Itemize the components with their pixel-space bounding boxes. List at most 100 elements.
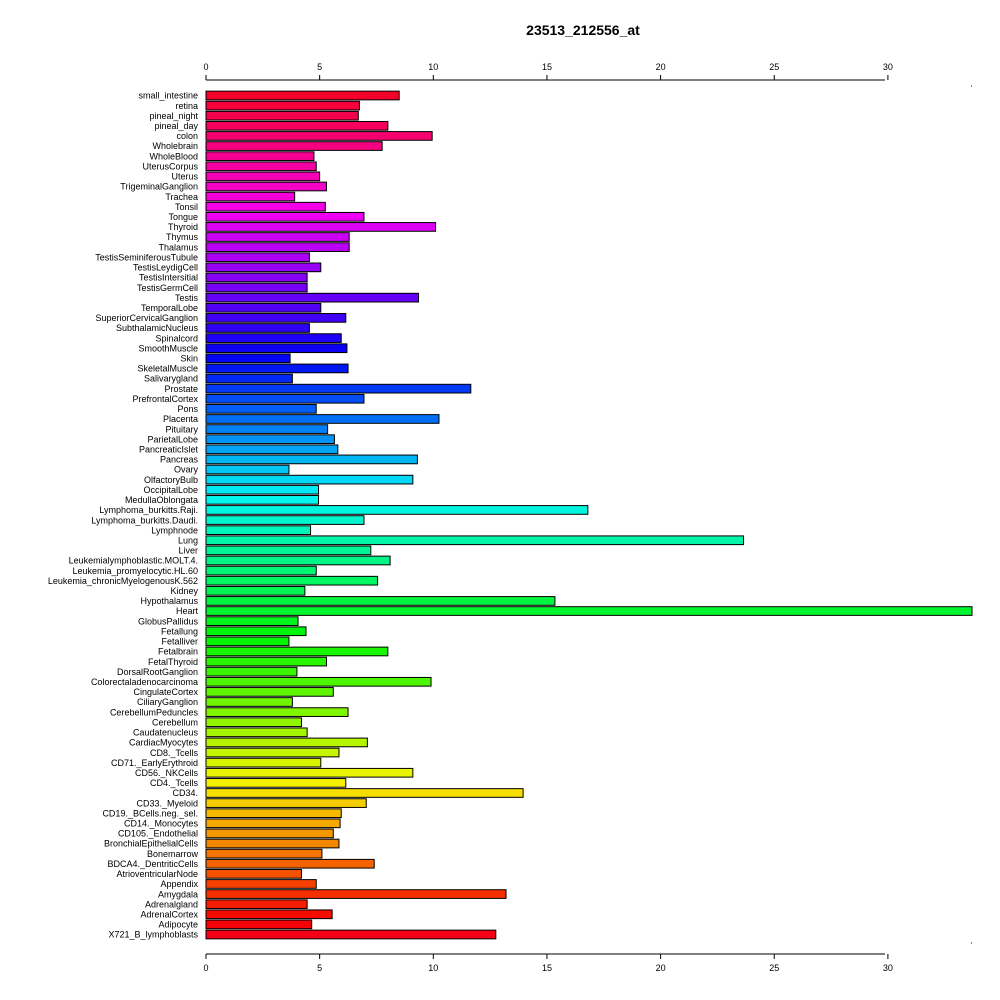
bar [205, 211, 365, 222]
category-label: Tongue [168, 212, 198, 222]
category-label: Bonemarrow [147, 849, 199, 859]
category-label: X721_B_lymphoblasts [108, 930, 198, 940]
category-label: Adipocyte [158, 920, 198, 930]
category-label: pineal_day [154, 121, 198, 131]
category-label: CD56._NKCells [135, 768, 199, 778]
bar [205, 444, 339, 455]
bar [205, 313, 347, 323]
bottom-axis: 0 5 10 15 20 25 30 [203, 942, 972, 973]
category-label: Fetallung [161, 626, 198, 636]
bar [205, 494, 320, 505]
bar [205, 676, 432, 687]
category-label: Caudatenucleus [133, 728, 199, 738]
bar [205, 848, 323, 859]
tick-label: 25 [769, 62, 779, 72]
bar [205, 929, 497, 940]
category-label: Pituitary [165, 424, 198, 434]
category-label: Tonsil [175, 202, 198, 212]
bar [205, 262, 322, 273]
bar [205, 757, 322, 768]
bar [205, 343, 348, 354]
tick-label: 30 [883, 963, 893, 973]
category-label: Testis [175, 293, 199, 303]
category-label: SkeletalMuscle [137, 364, 198, 374]
bar [205, 585, 306, 596]
category-label: BronchialEpithelialCells [104, 839, 199, 849]
bar [205, 515, 365, 525]
bar [205, 323, 310, 333]
bar [205, 687, 334, 697]
bar [205, 596, 556, 606]
bar [205, 302, 322, 313]
category-label: SmoothMuscle [138, 343, 198, 353]
tick-label: 25 [769, 963, 779, 973]
bar [205, 778, 347, 788]
bar [205, 484, 320, 495]
category-label: Ovary [174, 465, 199, 475]
bar [205, 232, 350, 242]
category-label: Leukemialymphoblastic.MOLT.4. [69, 556, 198, 566]
bar [205, 737, 368, 748]
category-label: FetalThyroid [148, 657, 198, 667]
category-label: Lymphnode [151, 525, 198, 535]
category-label: CiliaryGanglion [137, 697, 198, 707]
category-label: DorsalRootGanglion [117, 667, 198, 677]
category-label: Leukemia_chronicMyelogenousK.562 [48, 576, 198, 586]
bar [205, 110, 359, 121]
bar [205, 191, 296, 202]
tick-label: 0 [203, 62, 208, 72]
category-label: CD34. [172, 788, 198, 798]
bar [205, 404, 317, 414]
bar [205, 120, 389, 131]
bar [205, 545, 372, 556]
bar [205, 909, 333, 920]
tick-label: 15 [542, 963, 552, 973]
bar [205, 838, 340, 849]
bar [205, 606, 973, 616]
bar [205, 666, 298, 677]
category-label: TestisSeminiferousTubule [95, 252, 198, 262]
bar [205, 353, 291, 364]
bar [205, 858, 375, 869]
bar [205, 919, 313, 930]
category-label: Fetalbrain [158, 647, 198, 657]
category-label: Lung [178, 535, 198, 545]
bar [205, 565, 317, 576]
bar [205, 363, 349, 374]
category-label: Fetalliver [161, 637, 198, 647]
category-label: OccipitalLobe [143, 485, 198, 495]
tick-label: 20 [656, 62, 666, 72]
bar [205, 808, 342, 819]
category-label: Appendix [160, 879, 198, 889]
tick-label: 0 [203, 963, 208, 973]
category-label: Hypothalamus [140, 596, 198, 606]
bar [205, 747, 340, 758]
category-label: Thalamus [158, 242, 198, 252]
category-label: OlfactoryBulb [144, 475, 198, 485]
bar [205, 464, 290, 475]
bar [205, 707, 349, 717]
category-label: Uterus [171, 172, 198, 182]
bar [205, 131, 433, 141]
category-label: Skin [180, 354, 198, 364]
category-label: AdrenalCortex [140, 909, 198, 919]
bar [205, 717, 302, 728]
category-label: Wholebrain [152, 141, 198, 151]
bar [205, 828, 334, 839]
bar [205, 141, 383, 151]
category-label: Spinalcord [155, 333, 198, 343]
category-label: SuperiorCervicalGanglion [95, 313, 198, 323]
category-label: Liver [178, 546, 198, 556]
category-label: Colorectaladenocarcinoma [91, 677, 198, 687]
bar [205, 697, 293, 707]
bar [205, 201, 326, 212]
category-label: WholeBlood [149, 151, 198, 161]
category-label: Cerebellum [152, 717, 198, 727]
tick-label: 5 [317, 62, 322, 72]
bar [205, 869, 302, 879]
category-label: small_intestine [138, 91, 198, 101]
category-label: CerebellumPeduncles [110, 707, 199, 717]
bars-group [205, 90, 973, 940]
category-label: TrigeminalGanglion [120, 182, 198, 192]
